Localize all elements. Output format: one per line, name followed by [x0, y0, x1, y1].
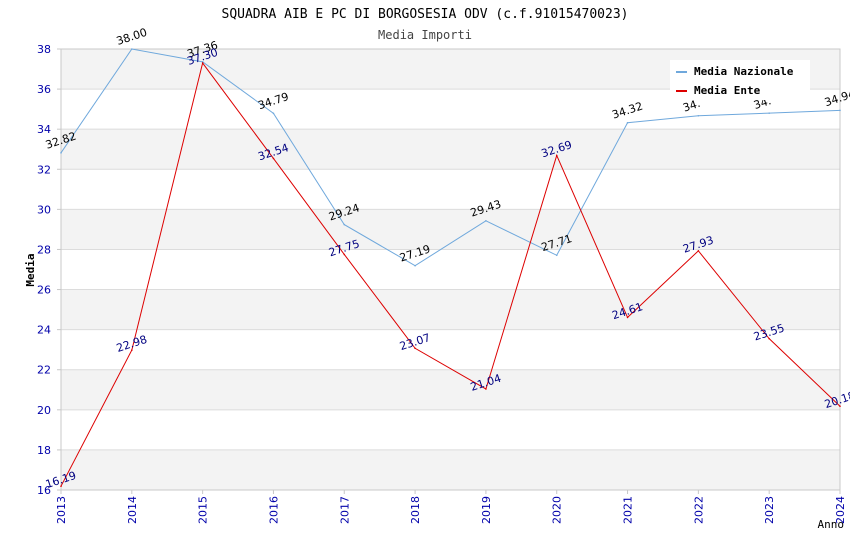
data-point-media-nazionale [272, 112, 275, 115]
y-tick-label: 16 [37, 484, 51, 497]
data-point-media-ente [626, 316, 629, 319]
chart-subtitle: Media Importi [378, 28, 472, 42]
y-tick-label: 28 [37, 243, 51, 256]
plot-band [61, 289, 840, 330]
plot-band [61, 369, 840, 410]
data-point-media-nazionale [343, 223, 346, 226]
x-tick-label: 2020 [551, 496, 564, 524]
y-tick-label: 30 [37, 203, 51, 216]
x-tick-label: 2024 [834, 496, 847, 524]
data-point-media-ente [697, 250, 700, 252]
data-point-media-ente [60, 485, 62, 487]
data-point-media-nazionale [626, 121, 629, 124]
data-point-media-nazionale [485, 219, 487, 222]
data-point-media-nazionale [697, 114, 700, 117]
x-axis-ticks: 2013 2014 2015 2016 2017 2018 2019 2020 2021 2022… [55, 490, 847, 524]
data-label-media-nazionale: 34. [681, 97, 702, 115]
data-point-media-nazionale [555, 254, 558, 257]
plot-band [61, 449, 840, 490]
y-tick-label: 26 [37, 284, 51, 297]
data-point-media-nazionale [60, 152, 62, 154]
data-point-media-ente [272, 157, 275, 160]
data-point-media-ente [555, 154, 558, 157]
x-tick-label: 2018 [409, 496, 422, 524]
data-point-media-ente [485, 388, 487, 390]
series-line-media-ente [60, 61, 841, 487]
x-tick-label: 2023 [763, 496, 776, 524]
data-point-media-nazionale [839, 109, 841, 112]
x-tick-label: 2015 [197, 496, 210, 524]
y-tick-label: 20 [37, 404, 51, 417]
data-point-media-ente [343, 253, 346, 256]
x-tick-label: 2022 [692, 496, 705, 524]
y-tick-label: 22 [37, 364, 51, 377]
data-point-media-ente [131, 349, 133, 351]
plot-band [61, 129, 840, 170]
data-point-media-nazionale [768, 112, 770, 114]
data-point-media-ente [414, 347, 416, 350]
series-group [60, 48, 841, 487]
x-tick-label: 2017 [338, 496, 351, 524]
chart-title: SQUADRA AIB E PC DI BORGOSESIA ODV (c.f.… [222, 7, 629, 22]
legend-label-media-ente: Media Ente [694, 84, 761, 97]
y-tick-label: 24 [37, 324, 51, 337]
data-label-media-nazionale: 34.94 [823, 87, 850, 109]
y-tick-label: 32 [37, 163, 51, 176]
x-tick-label: 2013 [55, 496, 68, 524]
x-tick-label: 2016 [267, 496, 280, 524]
legend: Media Nazionale Media Ente [670, 60, 810, 100]
data-label-media-nazionale: 34.32 [610, 100, 644, 122]
x-tick-label: 2021 [622, 496, 635, 524]
x-tick-label: 2014 [126, 496, 139, 524]
data-point-media-ente [201, 62, 204, 64]
data-point-media-ente [768, 337, 770, 340]
data-label-media-ente: 22.98 [115, 333, 149, 355]
plot-frame [60, 48, 841, 491]
y-tick-label: 36 [37, 83, 51, 96]
y-axis-ticks: 16 18 20 22 24 26 28 30 32 34 36 38 [37, 43, 61, 497]
data-point-media-nazionale [131, 48, 133, 50]
y-tick-label: 34 [37, 123, 51, 136]
data-label-media-nazionale: 38.00 [115, 26, 149, 48]
y-tick-label: 18 [37, 444, 51, 457]
data-label-media-nazionale: 34.79 [256, 90, 290, 112]
x-axis-label: Anno [818, 518, 845, 531]
data-label-media-ente: 23.07 [398, 331, 432, 353]
data-point-media-nazionale [201, 61, 204, 63]
y-tick-label: 38 [37, 43, 51, 56]
series-line-media-nazionale [60, 48, 841, 267]
data-point-media-nazionale [414, 264, 416, 267]
x-tick-label: 2019 [480, 496, 493, 524]
legend-label-media-nazionale: Media Nazionale [694, 65, 794, 78]
data-point-media-ente [839, 405, 841, 408]
legend-background [670, 60, 810, 100]
y-axis-label: Media [24, 253, 37, 286]
